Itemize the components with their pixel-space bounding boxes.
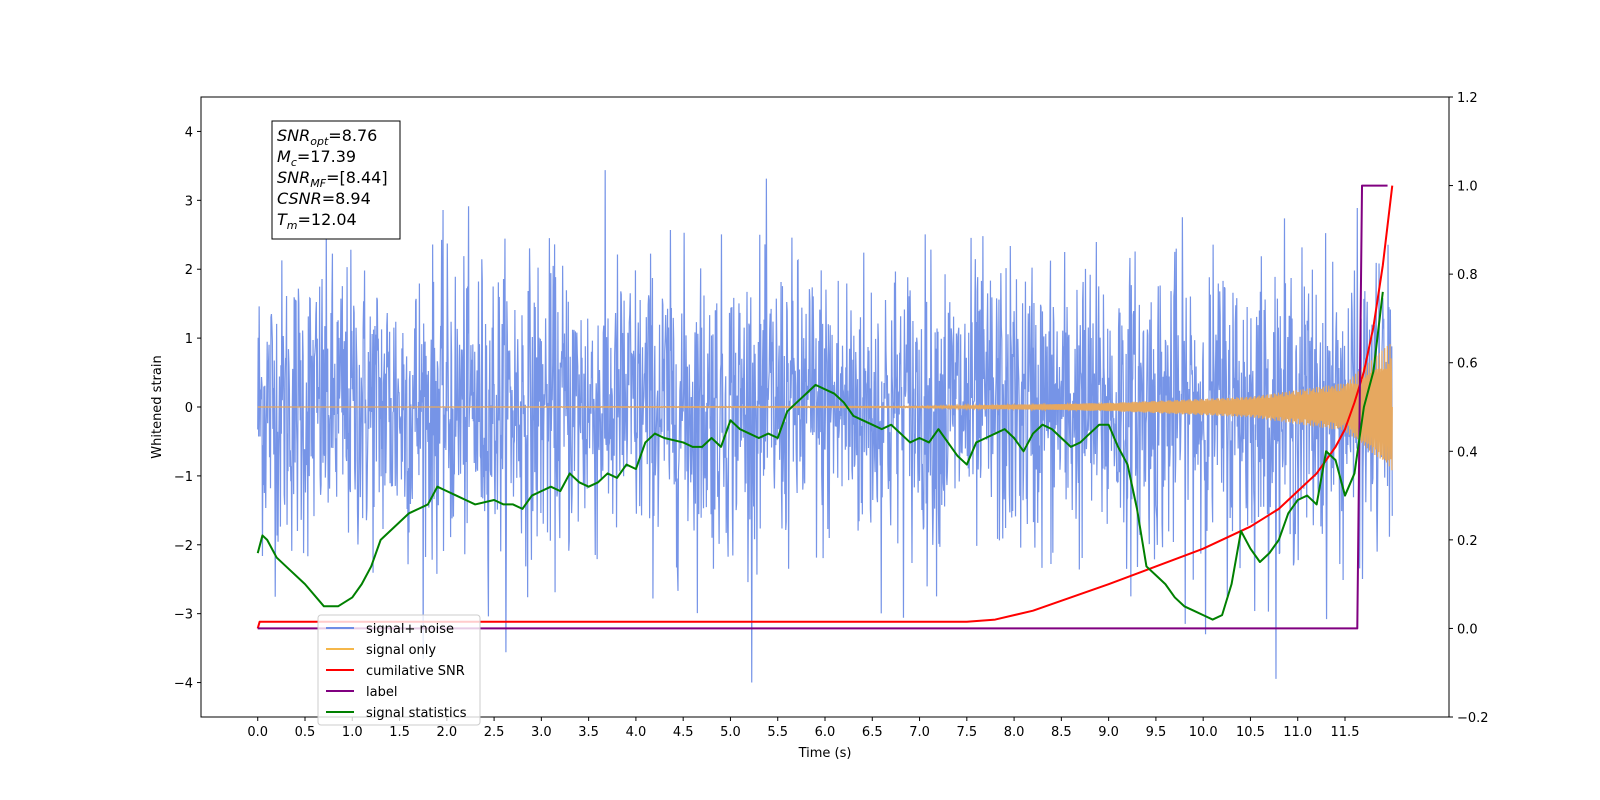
x-tick-label: 9.0: [1098, 725, 1119, 740]
y-tick-label: 0: [185, 401, 193, 416]
x-tick-label: 4.0: [626, 725, 647, 740]
x-tick-label: 8.5: [1051, 725, 1072, 740]
x-tick-label: 0.5: [295, 725, 316, 740]
x-axis-label: Time (s): [798, 746, 852, 761]
legend: signal+ noise signal only cumilative SNR la…: [317, 614, 481, 726]
series-signal-statistics: [256, 291, 1384, 621]
series-label: [257, 184, 1388, 630]
x-tick-label: 2.0: [436, 725, 457, 740]
y-tick-label: −3: [174, 608, 193, 623]
series-signal-only: [257, 344, 1393, 471]
annotation-line: SNRMF=[8.44]: [277, 168, 388, 190]
x-tick-label: 6.5: [862, 725, 883, 740]
x-tick-label: 7.5: [956, 725, 977, 740]
annotation-line: Tm=12.04: [277, 210, 357, 232]
y-tick-label: 1: [185, 332, 193, 347]
annotation-line: SNRopt=8.76: [277, 126, 377, 148]
y-tick-label: 4: [185, 125, 193, 140]
x-tick-label: 3.5: [578, 725, 599, 740]
x-tick-label: 11.0: [1283, 725, 1312, 740]
y2-tick-label: −0.2: [1457, 711, 1489, 726]
legend-label: cumilative SNR: [366, 664, 465, 679]
series-cumulative-snr: [256, 185, 1394, 629]
x-tick-label: 4.5: [673, 725, 694, 740]
annotation-line: CSNR=8.94: [277, 189, 371, 208]
x-tick-label: 5.5: [767, 725, 788, 740]
legend-label: signal+ noise: [366, 622, 454, 637]
legend-label: label: [366, 685, 397, 700]
y2-axis-ticks: −0.2 0.0 0.2 0.4 0.6 0.8 1.0 1.2: [1449, 91, 1489, 726]
x-tick-label: 8.0: [1004, 725, 1025, 740]
x-tick-label: 2.5: [484, 725, 505, 740]
y2-tick-label: 0.8: [1457, 268, 1478, 283]
x-tick-label: 9.5: [1146, 725, 1167, 740]
x-tick-label: 7.0: [909, 725, 930, 740]
y-tick-label: 3: [185, 194, 193, 209]
x-tick-label: 10.0: [1189, 725, 1218, 740]
series-layer: [256, 170, 1394, 683]
y2-tick-label: 0.6: [1457, 357, 1478, 372]
y-tick-label: −1: [174, 470, 193, 485]
annotation-box: SNRopt=8.76Mc=17.39SNRMF=[8.44]CSNR=8.94…: [271, 120, 401, 240]
x-tick-label: 11.5: [1331, 725, 1360, 740]
y-axis-ticks: −4 −3 −2 −1 0 1 2 3 4: [174, 125, 201, 692]
y2-tick-label: 0.2: [1457, 534, 1478, 549]
x-axis-ticks: 0.0 0.5 1.0 1.5 2.0 2.5 3.0 3.5 4.0 4.5 5.0 5.5 6.0 6…: [247, 717, 1359, 740]
y2-tick-label: 0.4: [1457, 445, 1478, 460]
y2-tick-label: 1.2: [1457, 91, 1478, 106]
x-tick-label: 1.5: [389, 725, 410, 740]
y2-tick-label: 1.0: [1457, 180, 1478, 195]
x-tick-label: 5.0: [720, 725, 741, 740]
y-axis-label: Whitened strain: [150, 355, 165, 458]
x-tick-label: 3.0: [531, 725, 552, 740]
x-tick-label: 10.5: [1236, 725, 1265, 740]
y-tick-label: 2: [185, 263, 193, 278]
legend-label: signal only: [366, 643, 436, 658]
x-tick-label: 0.0: [247, 725, 268, 740]
x-tick-label: 1.0: [342, 725, 363, 740]
x-tick-label: 6.0: [815, 725, 836, 740]
y2-tick-label: 0.0: [1457, 622, 1478, 637]
legend-label: signal statistics: [366, 706, 467, 721]
y-tick-label: −2: [174, 539, 193, 554]
series-signal-noise: [257, 170, 1393, 683]
y-tick-label: −4: [174, 677, 193, 692]
annotation-line: Mc=17.39: [277, 147, 356, 169]
